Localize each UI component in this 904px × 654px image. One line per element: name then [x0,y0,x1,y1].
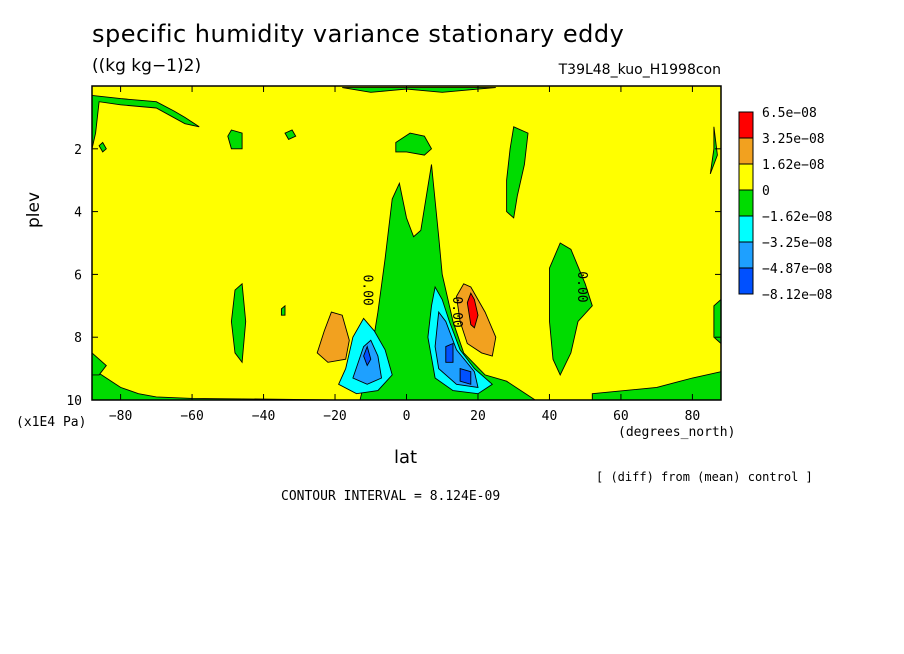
contour-region-23 [316,311,350,363]
x-tick-label-0: −80 [109,409,132,424]
legend-label-5: −3.25e−08 [762,236,832,251]
x-tick-label-6: 40 [542,409,558,424]
y-tick-label-0: 2 [74,143,82,158]
contour-region-6 [284,129,297,140]
y-tick-label-4: 10 [66,394,82,409]
legend-swatch-1 [738,137,754,165]
chart-title: specific humidity variance stationary ed… [92,20,625,48]
contour-region-3 [227,129,243,150]
y-tick-label-3: 8 [74,331,82,346]
legend-swatch-0 [738,111,754,139]
legend-label-2: 1.62e−08 [762,158,825,173]
x-tick-label-3: −20 [323,409,346,424]
y-axis-unit: (x1E4 Pa) [16,415,87,430]
contour-region-25 [466,292,479,329]
x-tick-label-8: 80 [685,409,701,424]
legend-label-6: −4.87e−08 [762,262,832,277]
run-label: T39L48_kuo_H1998con [558,62,721,78]
contour-region-4 [92,94,200,149]
contour-region-21 [445,342,454,363]
contour-region-1 [92,368,336,400]
legend-swatch-3 [738,189,754,217]
legend-label-3: 0 [762,184,770,199]
legend-swatch-5 [738,241,754,269]
chart-units: ((kg kg−1)2) [92,56,202,76]
legend-label-1: 3.25e−08 [762,132,825,147]
legend-label-0: 6.5e−08 [762,106,817,121]
legend-label-4: −1.62e−08 [762,210,832,225]
y-tick-label-1: 4 [74,206,82,221]
x-tick-label-7: 60 [613,409,629,424]
contour-region-14 [713,298,721,345]
contour-region-9 [549,242,593,376]
contour-region-22 [459,368,472,385]
legend-swatch-6 [738,267,754,295]
legend-swatch-2 [738,163,754,191]
contour-region-0 [359,164,537,400]
contour-interval: CONTOUR INTERVAL = 8.124E-09 [281,489,501,504]
contour-label-1: 0.00 [449,296,464,327]
x-axis-label: lat [394,447,418,468]
y-tick-label-2: 6 [74,268,82,283]
contour-region-7 [98,141,107,153]
x-axis-unit: (degrees_north) [618,425,736,440]
legend-label-7: −8.12e−08 [762,288,832,303]
contour-label-0: 0.00 [360,274,375,305]
contour-region-12 [280,304,286,316]
contour-region-5 [342,87,496,93]
contour-region-13 [92,352,107,376]
contour-region-19 [434,310,479,388]
contour-region-20 [363,345,372,367]
x-tick-label-1: −60 [180,409,203,424]
x-tick-label-2: −40 [252,409,275,424]
legend-swatch-4 [738,215,754,243]
x-tick-label-5: 20 [470,409,486,424]
diff-note: [ (diff) from (mean) control ] [596,470,813,484]
contour-region-2 [395,132,433,156]
contour-region-10 [709,126,718,175]
contour-region-15 [591,371,721,400]
x-tick-label-4: 0 [403,409,411,424]
contour-region-11 [230,282,247,364]
contour-region-8 [506,126,529,219]
contour-label-2: 0.00 [574,271,589,302]
